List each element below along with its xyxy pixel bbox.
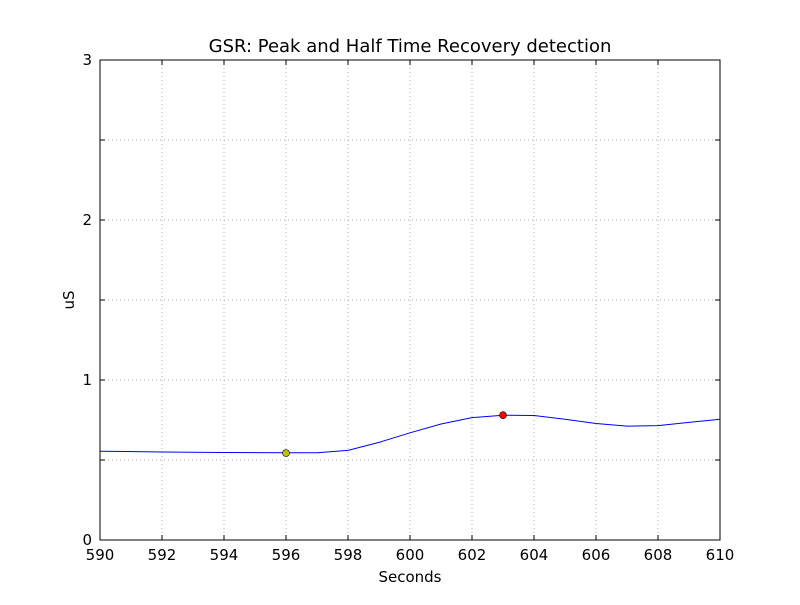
marker-layer <box>282 411 507 457</box>
y-tick-label: 1 <box>82 371 92 389</box>
x-tick-label: 596 <box>272 546 301 564</box>
y-tick-label: 0 <box>82 531 92 549</box>
y-tick-label: 2 <box>82 211 92 229</box>
x-tick-label: 590 <box>86 546 115 564</box>
x-tick-label: 608 <box>644 546 673 564</box>
tick-layer: 590 592 594 596 598 600 602 604 606 608 610 0 1 2 3 <box>82 51 734 564</box>
series-layer <box>99 414 721 454</box>
x-tick-label: 600 <box>396 546 425 564</box>
x-tick-label: 602 <box>458 546 487 564</box>
x-tick-label: 594 <box>210 546 239 564</box>
y-axis-label: uS <box>60 290 78 309</box>
x-tick-label: 610 <box>706 546 735 564</box>
x-tick-label: 598 <box>334 546 363 564</box>
x-axis-label: Seconds <box>378 568 441 586</box>
x-tick-label: 592 <box>148 546 177 564</box>
chart-title: GSR: Peak and Half Time Recovery detecti… <box>209 36 612 57</box>
peak-marker <box>499 411 507 420</box>
y-tick-label: 3 <box>82 51 92 69</box>
onset-marker <box>282 449 290 457</box>
series-line <box>99 414 721 454</box>
x-tick-label: 604 <box>520 546 549 564</box>
x-tick-label: 606 <box>582 546 611 564</box>
